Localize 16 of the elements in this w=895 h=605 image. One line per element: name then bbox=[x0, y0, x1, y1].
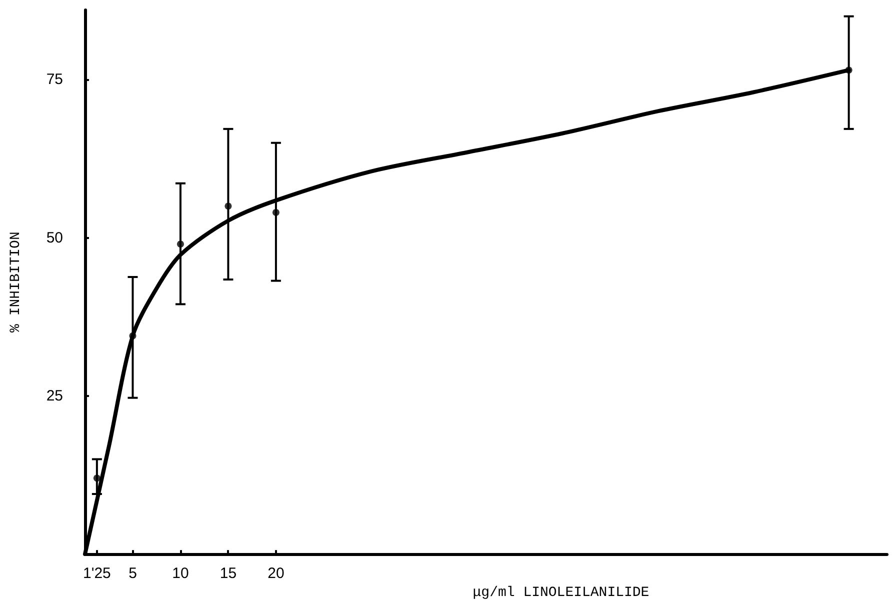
point bbox=[129, 332, 136, 340]
y-tick-label: 75 bbox=[46, 71, 63, 88]
point bbox=[93, 474, 100, 482]
y-axis-title: % INHIBITION bbox=[8, 232, 24, 332]
x-tick-label: 5 bbox=[128, 565, 137, 582]
point bbox=[224, 202, 232, 210]
point bbox=[272, 208, 280, 216]
y-tick-label: 25 bbox=[46, 387, 63, 404]
x-tick-label: 20 bbox=[268, 565, 284, 582]
point bbox=[176, 240, 184, 248]
y-tick-label: 50 bbox=[46, 229, 63, 246]
x-axis-title: μg/ml LINOLEILANILIDE bbox=[472, 585, 650, 601]
x-tick-label: 10 bbox=[172, 565, 189, 582]
x-tick-label: 1'25 bbox=[82, 565, 111, 582]
point bbox=[845, 66, 852, 74]
x-tick-label: 15 bbox=[220, 565, 237, 582]
